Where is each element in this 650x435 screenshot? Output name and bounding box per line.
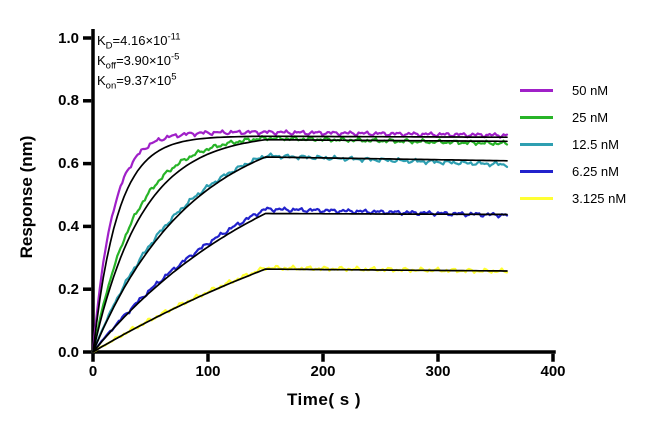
fit-curve-6.25nM	[92, 212, 508, 353]
legend-item-50nM: 50 nM	[520, 77, 626, 104]
data-curve-12.5nM	[91, 152, 509, 354]
y-axis-line	[91, 29, 95, 354]
fit-curve-50nM	[92, 135, 508, 353]
kon-value: Kon=9.37×105	[97, 71, 177, 92]
fit-curve-25nM	[92, 138, 508, 353]
fit-curve-12.5nM	[92, 156, 508, 353]
y-tick-label: 1.0	[58, 29, 79, 47]
y-tick	[83, 287, 92, 291]
y-tick	[83, 36, 92, 40]
x-tick	[551, 353, 555, 362]
x-tick-label: 0	[88, 363, 98, 380]
x-tick	[91, 353, 95, 362]
legend-label: 12.5 nM	[572, 137, 619, 152]
x-axis-line	[91, 350, 556, 354]
y-tick	[83, 99, 92, 103]
legend-label: 6.25 nM	[572, 164, 619, 179]
y-axis-title: Response (nm)	[17, 135, 36, 259]
data-curve-6.25nM	[91, 206, 509, 354]
data-curve-50nM	[91, 129, 509, 354]
chart-legend: 50 nM 25 nM 12.5 nM 6.25 nM 3.125 nM	[520, 77, 626, 212]
legend-swatch	[520, 89, 553, 92]
y-tick-label: 0.4	[58, 217, 79, 235]
legend-item-25nM: 25 nM	[520, 104, 626, 131]
fit-curve-3.125nM	[92, 268, 508, 353]
data-curve-3.125nM	[91, 264, 509, 354]
y-tick-label: 0.8	[58, 92, 79, 110]
x-tick-label: 200	[310, 363, 336, 380]
legend-item-12.5nM: 12.5 nM	[520, 131, 626, 158]
legend-item-3.125nM: 3.125 nM	[520, 185, 626, 212]
kd-value: KD=4.16×10-11	[97, 31, 181, 52]
legend-label: 50 nM	[572, 83, 609, 98]
legend-item-6.25nM: 6.25 nM	[520, 158, 626, 185]
y-tick	[83, 161, 92, 166]
y-tick-label: 0.6	[58, 155, 79, 173]
y-tick	[83, 350, 92, 354]
legend-swatch	[520, 170, 553, 173]
legend-swatch	[520, 143, 553, 146]
y-tick	[83, 224, 92, 229]
y-tick-label: 0.2	[58, 280, 79, 298]
legend-swatch	[520, 116, 553, 119]
x-axis-title: Time( s )	[286, 390, 362, 409]
x-tick	[321, 353, 325, 362]
x-tick-label: 400	[540, 363, 566, 380]
x-tick	[206, 353, 210, 362]
x-tick-label: 100	[195, 363, 221, 380]
x-tick-label: 300	[425, 363, 451, 380]
legend-swatch	[520, 197, 553, 200]
kinetics-annotation: KD=4.16×10-11 Koff=3.90×10-5 Kon=9.37×10…	[97, 31, 181, 91]
x-tick	[436, 353, 440, 362]
legend-label: 3.125 nM	[572, 191, 627, 206]
koff-value: Koff=3.90×10-5	[97, 51, 180, 72]
legend-label: 25 nM	[572, 110, 609, 125]
y-tick-label: 0.0	[58, 343, 79, 361]
